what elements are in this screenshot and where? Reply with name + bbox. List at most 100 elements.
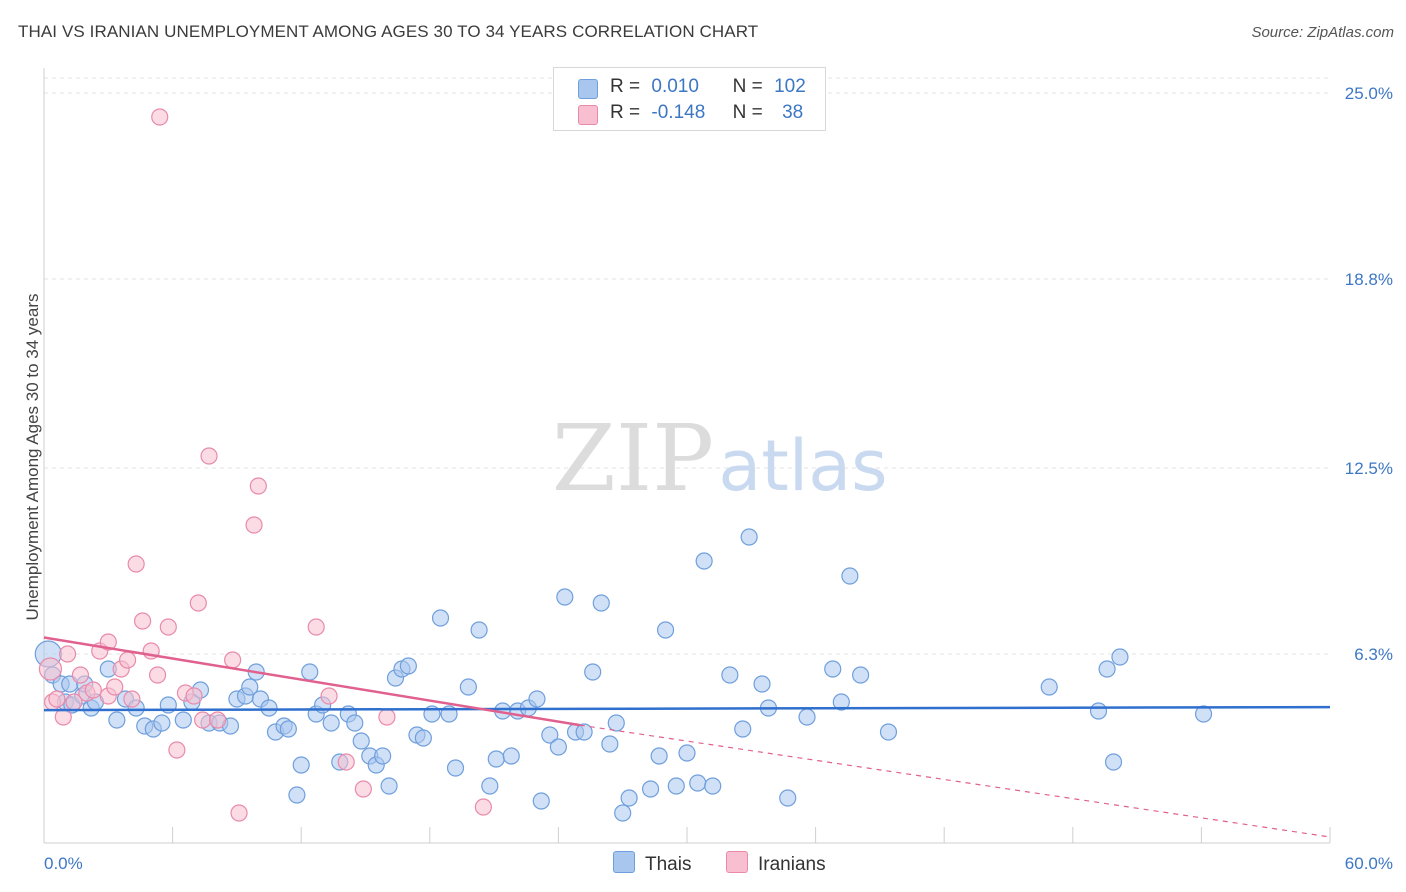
thais-point [174,711,192,729]
thais-point [380,777,398,795]
thais-point [301,663,319,681]
thais-point [650,747,668,765]
iranians-point [307,618,325,636]
thais-point [549,738,568,756]
thais-point [292,756,310,774]
thais-point [541,726,559,744]
thais-point [322,714,340,732]
y-tick-labels: 6.3% 12.5% 18.8% 25.0% [1345,84,1393,664]
thais-point [414,729,432,747]
thais-point [1098,660,1116,678]
thais-point [779,789,797,807]
thais-point [592,594,610,612]
gridlines [44,77,1330,655]
iranians-point [189,594,207,612]
thais-point [459,678,477,696]
iranians-point [54,708,72,726]
thais-point [704,777,722,795]
legend-swatch-iranians [578,105,598,125]
thais-point [656,621,675,639]
thais-point [607,714,625,732]
thais-point [446,759,465,777]
y-tick-label: 18.8% [1345,270,1393,289]
thais-point [528,690,546,708]
bottom-legend-label-iranians: Iranians [758,854,826,875]
iranians-point [118,651,137,669]
y-tick-label: 6.3% [1354,645,1393,664]
thais-point [288,786,306,804]
iranians-points [38,108,492,822]
thais-point [399,657,417,675]
legend-r-value-thais: 0.010 [651,76,699,97]
bottom-legend-swatch-iranians [726,851,748,873]
thais-point [601,735,619,753]
thais-point [678,744,696,762]
thais-point [502,747,520,765]
bottom-legend-iranians: Iranians [726,851,826,876]
bottom-legend-thais: Thais [613,851,691,876]
thais-point [1111,648,1129,666]
y-axis-label: Unemployment Among Ages 30 to 34 years [23,294,42,621]
thais-point [556,588,574,606]
x-tick-labels: 0.0% 60.0% [44,854,1393,873]
bottom-legend-label-thais: Thais [645,854,692,875]
iranians-point [159,618,177,636]
bottom-legend-swatch-thais [613,851,635,873]
iranians-point [84,681,102,699]
iranians-point [151,108,169,126]
iranians-point [168,741,186,759]
thais-point [241,678,259,696]
watermark-atlas: atlas [718,425,887,507]
iranians-point [127,555,145,573]
thais-point [734,720,752,738]
x-tick-label: 0.0% [44,854,83,873]
thais-point [481,777,499,795]
thais-point [352,732,370,750]
thais-point [695,552,713,570]
iranians-point [133,612,152,630]
thais-point [852,666,870,684]
thais-point [575,723,593,741]
iranians-point [378,708,396,726]
trend-lines [43,636,1331,838]
iranians-point [249,477,267,495]
iranians-point [224,651,242,669]
iranians-point [185,687,203,705]
thais-point [346,714,364,732]
y-tick-label: 25.0% [1345,84,1393,103]
iranians-point [209,711,227,729]
legend-swatch-thais [578,79,598,99]
thais-point [1040,678,1058,696]
thais-trend-line [43,705,1331,712]
iranians-point [200,447,218,465]
thais-point [689,774,707,792]
iranians-point [337,753,355,771]
thais-point [1194,705,1213,723]
thais-points [34,528,1213,822]
iranians-point [194,711,212,729]
thais-point [487,750,505,768]
thais-point [153,714,171,732]
legend-r-label: R = [610,102,641,123]
thais-point [584,663,602,681]
correlation-legend: R = 0.010 N = 102 R = -0.148 N = 38 [553,67,826,131]
iranians-point [58,645,77,663]
thais-point [260,699,278,717]
x-tick-label: 60.0% [1345,854,1393,873]
iranians-point [354,780,372,798]
iranians-point [99,633,117,651]
watermark: ZIP atlas [552,405,888,512]
thais-point [620,789,638,807]
thais-point [532,792,550,810]
thais-point [753,675,771,693]
chart-title: THAI VS IRANIAN UNEMPLOYMENT AMONG AGES … [18,22,759,41]
thais-point [1104,753,1123,771]
iranians-point [474,798,492,816]
thais-point [641,780,660,798]
thais-point [841,567,859,585]
legend-n-value-thais: 102 [774,76,806,97]
iranians-point [106,678,124,696]
thais-point [798,708,816,726]
iranians-point [123,690,141,708]
